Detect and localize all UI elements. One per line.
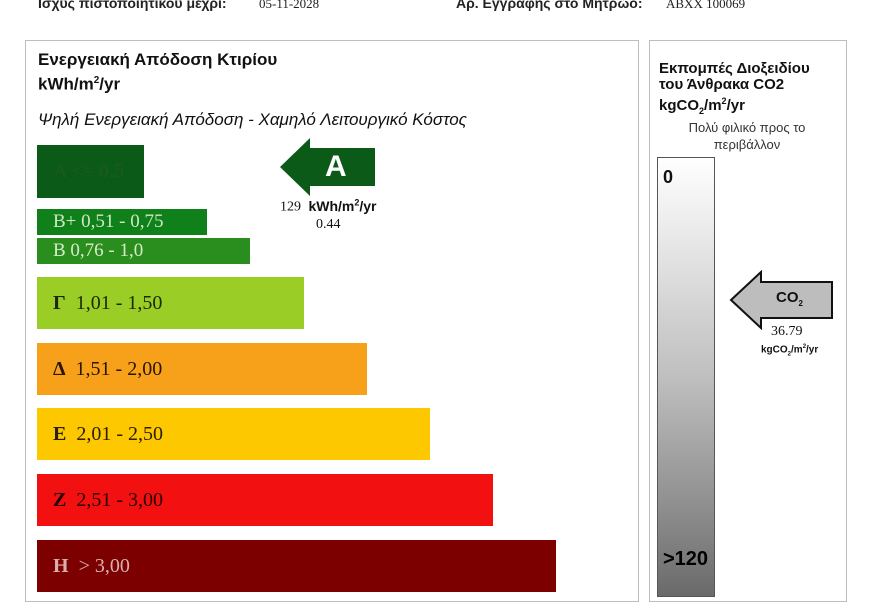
validity-value: 05-11-2028 bbox=[259, 0, 320, 11]
co2-value-unit: kgCO2/m2/yr bbox=[761, 344, 819, 358]
energy-band-range: 1,51 - 2,00 bbox=[75, 357, 163, 380]
rating-letter: A bbox=[325, 150, 347, 183]
energy-band-2: B+ 0,51 - 0,75 bbox=[37, 209, 207, 235]
energy-band-range: A <= 0.5 bbox=[53, 160, 124, 182]
registry-label: Αρ. Εγγραφής στο Μητρώο: bbox=[456, 0, 643, 11]
energy-band-range: 2,51 - 3,00 bbox=[76, 488, 164, 511]
energy-band-range: 1,01 - 1,50 bbox=[75, 291, 163, 314]
energy-subtitle: Ψηλή Ενεργειακή Απόδοση - Χαμηλό Λειτουρ… bbox=[38, 110, 467, 129]
rating-arrow bbox=[280, 138, 375, 196]
energy-band-range: B+ 0,51 - 0,75 bbox=[53, 211, 164, 232]
energy-band-letter: Ε bbox=[53, 422, 67, 445]
energy-band-range: > 3,00 bbox=[78, 554, 130, 577]
co2-value: 36.79 bbox=[771, 324, 803, 339]
energy-band-8: Η > 3,00 bbox=[37, 540, 556, 592]
co2-title: Εκπομπές Διοξειδίου του Άνθρακα CO2 kgCO… bbox=[659, 61, 810, 119]
co2-title-line1: Εκπομπές Διοξειδίου bbox=[659, 60, 810, 77]
energy-band-6: Ε 2,01 - 2,50 bbox=[37, 408, 430, 460]
co2-arrow-shape bbox=[729, 270, 833, 330]
co2-scale-bar bbox=[657, 157, 715, 597]
co2-scale-top: 0 bbox=[663, 167, 674, 187]
co2-note: Πολύ φιλικό προς το περιβάλλον bbox=[688, 120, 806, 152]
rating-unit: kWh/m2/yr bbox=[308, 197, 377, 214]
rating-ratio: 0.44 bbox=[316, 217, 341, 232]
energy-band-4: Γ 1,01 - 1,50 bbox=[37, 277, 304, 329]
rating-arrow-shape bbox=[280, 138, 375, 196]
energy-band-7: Ζ 2,51 - 3,00 bbox=[37, 474, 493, 526]
co2-arrow bbox=[729, 270, 833, 330]
energy-band-5: Δ 1,51 - 2,00 bbox=[37, 343, 367, 395]
validity-label: Ισχύς πιστοποιητικού μέχρι: bbox=[38, 0, 227, 11]
energy-title-unit: kWh/m2/yr bbox=[38, 74, 121, 94]
energy-title-line1: Ενεργειακή Απόδοση Κτιρίου bbox=[38, 50, 278, 69]
rating-value-line: 129 kWh/m2/yr bbox=[280, 197, 376, 216]
energy-band-range: B 0,76 - 1,0 bbox=[53, 240, 144, 261]
co2-scale-bottom: >120 bbox=[663, 548, 709, 570]
co2-arrow-label: CO2 bbox=[776, 289, 803, 308]
energy-band-letter: Δ bbox=[53, 357, 66, 380]
energy-band-range: 2,01 - 2,50 bbox=[76, 422, 164, 445]
registry-value: ABXX 100069 bbox=[666, 0, 746, 11]
co2-title-line2: του Άνθρακα CO2 bbox=[659, 76, 785, 93]
co2-title-unit: kgCO2/m2/yr bbox=[659, 96, 745, 116]
energy-title: Ενεργειακή Απόδοση Κτιρίου kWh/m2/yr bbox=[38, 49, 277, 95]
energy-band-letter: Γ bbox=[53, 291, 66, 314]
energy-band-letter: Η bbox=[53, 554, 69, 577]
energy-band-1: A <= 0.5 bbox=[37, 145, 144, 198]
energy-band-3: B 0,76 - 1,0 bbox=[37, 238, 250, 264]
rating-value: 129 bbox=[280, 199, 301, 215]
energy-band-letter: Ζ bbox=[53, 488, 67, 511]
